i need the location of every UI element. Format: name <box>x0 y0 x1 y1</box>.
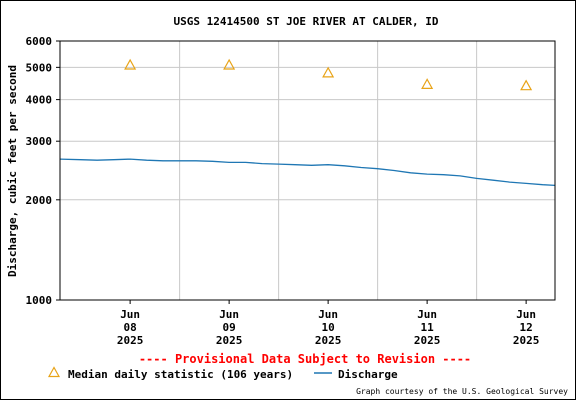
x-tick-month: Jun <box>318 308 338 321</box>
y-tick-label: 5000 <box>26 61 53 74</box>
y-tick-label: 3000 <box>26 135 53 148</box>
x-tick-day: 09 <box>223 321 236 334</box>
median-marker <box>223 58 236 70</box>
y-tick-label: 2000 <box>26 194 53 207</box>
x-axis-ticks: Jun082025Jun092025Jun102025Jun112025Jun1… <box>117 300 540 347</box>
x-tick-year: 2025 <box>513 334 540 347</box>
x-tick-year: 2025 <box>117 334 144 347</box>
median-marker <box>421 78 434 89</box>
x-tick-month: Jun <box>120 308 140 321</box>
y-tick-label: 4000 <box>26 94 53 107</box>
legend-discharge-label: Discharge <box>338 368 398 381</box>
discharge-line <box>59 158 556 187</box>
median-marker <box>322 66 335 78</box>
legend-median-marker <box>47 366 61 378</box>
x-tick-year: 2025 <box>414 334 441 347</box>
median-marker <box>124 58 137 70</box>
y-axis-label: Discharge, cubic feet per second <box>6 65 19 277</box>
median-marker <box>520 79 533 91</box>
x-tick-day: 10 <box>322 321 335 334</box>
x-tick-year: 2025 <box>216 334 243 347</box>
chart-title: USGS 12414500 ST JOE RIVER AT CALDER, ID <box>174 15 439 28</box>
x-tick-day: 08 <box>124 321 137 334</box>
y-tick-label: 1000 <box>26 294 53 307</box>
plot-border <box>59 40 556 301</box>
plot-area <box>60 41 555 300</box>
y-axis-ticks: 1000 2000 3000 4000 5000 6000 <box>26 35 60 307</box>
legend: Median daily statistic (106 years) Disch… <box>47 366 398 381</box>
y-tick-label: 6000 <box>26 35 53 48</box>
x-tick-month: Jun <box>417 308 437 321</box>
credit-text: Graph courtesy of the U.S. Geological Su… <box>356 387 568 396</box>
grid-lines <box>60 41 555 300</box>
legend-median-label: Median daily statistic (106 years) <box>68 368 293 381</box>
x-tick-month: Jun <box>219 308 239 321</box>
x-tick-year: 2025 <box>315 334 342 347</box>
provisional-notice: ---- Provisional Data Subject to Revisio… <box>139 352 471 366</box>
x-tick-month: Jun <box>516 308 536 321</box>
series-layer <box>59 58 556 187</box>
x-tick-day: 11 <box>421 321 435 334</box>
x-tick-day: 12 <box>520 321 533 334</box>
